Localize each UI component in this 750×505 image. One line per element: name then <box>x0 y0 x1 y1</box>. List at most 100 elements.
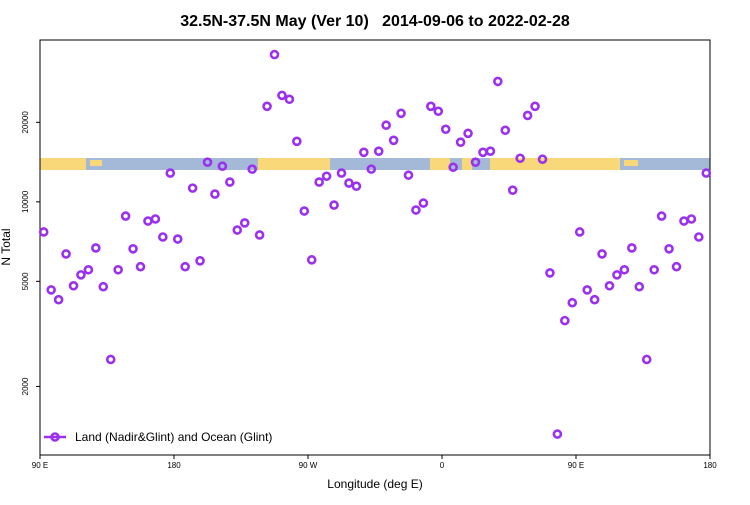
data-point <box>105 354 116 365</box>
data-point <box>403 170 414 180</box>
data-point <box>46 285 56 295</box>
data-point <box>321 171 332 182</box>
data-point <box>649 264 659 275</box>
data-point <box>619 264 630 275</box>
data-point <box>656 211 667 221</box>
data-point <box>135 261 146 272</box>
data-point <box>455 137 466 147</box>
data-point <box>91 243 101 253</box>
data-point <box>485 146 496 156</box>
x-axis-label: Longitude (deg E) <box>327 477 422 491</box>
data-point <box>239 218 250 228</box>
x-tick-label: 90 E <box>32 461 48 470</box>
data-point <box>627 243 637 253</box>
data-point <box>537 154 548 165</box>
data-point <box>262 101 272 112</box>
legend-label: Land (Nadir&Glint) and Ocean (Glint) <box>75 430 272 444</box>
data-point <box>552 429 563 439</box>
data-point <box>83 264 94 275</box>
data-point <box>493 76 503 87</box>
data-point <box>277 90 287 101</box>
data-point <box>76 270 86 280</box>
x-tick-label: 90 E <box>568 461 584 470</box>
data-point <box>426 101 436 112</box>
data-point <box>202 157 213 167</box>
data-point <box>98 281 109 292</box>
y-tick-label: 2000 <box>21 377 30 395</box>
data-point <box>299 206 310 216</box>
data-point <box>210 189 220 199</box>
data-point <box>641 354 652 365</box>
data-point <box>671 261 682 272</box>
data-point <box>269 49 280 60</box>
data-point <box>247 164 257 174</box>
data-point <box>232 225 243 235</box>
data-point <box>418 198 429 208</box>
land-band <box>258 158 330 170</box>
data-point <box>217 161 228 172</box>
land-band <box>90 160 102 166</box>
land-band <box>624 160 638 166</box>
legend-marker <box>50 432 60 442</box>
data-point <box>664 243 674 254</box>
chart-title: 32.5N-37.5N May (Ver 10) 2014-09-06 to 2… <box>180 13 570 30</box>
plot-frame <box>39 39 711 456</box>
data-point <box>128 243 138 254</box>
data-point <box>158 232 168 242</box>
data-point <box>507 185 518 195</box>
data-point <box>225 177 235 187</box>
x-tick-label: 180 <box>167 461 181 470</box>
data-point <box>500 125 511 136</box>
data-point <box>68 280 79 291</box>
y-tick-label: 5000 <box>21 272 30 290</box>
data-point <box>53 294 64 305</box>
data-point <box>61 249 71 259</box>
land-band <box>40 158 86 170</box>
data-point <box>284 94 295 105</box>
data-point <box>448 162 458 173</box>
x-tick-label: 0 <box>440 461 445 470</box>
data-point <box>314 177 324 187</box>
data-point <box>597 249 607 259</box>
x-tick-label: 180 <box>703 461 717 470</box>
y-tick-label: 20000 <box>21 111 30 134</box>
data-point <box>120 211 131 221</box>
y-axis-label: N Total <box>0 228 13 265</box>
land-band <box>430 158 450 170</box>
data-point <box>686 214 697 224</box>
data-point <box>329 200 339 210</box>
data-point <box>411 205 421 215</box>
data-point <box>187 183 198 193</box>
data-point <box>388 135 399 146</box>
data-point <box>366 164 377 174</box>
land-ocean-strip <box>40 158 710 170</box>
data-point <box>545 268 555 278</box>
data-point <box>463 128 473 139</box>
data-point <box>567 297 578 308</box>
data-point <box>373 146 384 156</box>
data-point <box>254 230 265 240</box>
data-point <box>351 181 362 192</box>
data-point <box>172 234 183 244</box>
data-point <box>38 227 49 237</box>
data-point <box>359 147 369 158</box>
data-point <box>433 106 444 117</box>
data-point <box>604 280 615 291</box>
data-point <box>344 178 354 188</box>
data-point <box>612 270 622 280</box>
data-point <box>195 256 205 266</box>
data-point <box>292 136 302 147</box>
data-point <box>701 168 712 178</box>
data-point <box>560 315 570 326</box>
data-point <box>180 261 190 272</box>
data-point <box>396 108 406 119</box>
data-point <box>589 294 600 305</box>
land-band <box>462 158 472 170</box>
data-point <box>150 214 161 224</box>
land-band <box>490 158 620 170</box>
data-point <box>574 227 585 237</box>
y-tick-label: 10000 <box>21 190 30 213</box>
x-tick-label: 90 W <box>299 461 318 470</box>
